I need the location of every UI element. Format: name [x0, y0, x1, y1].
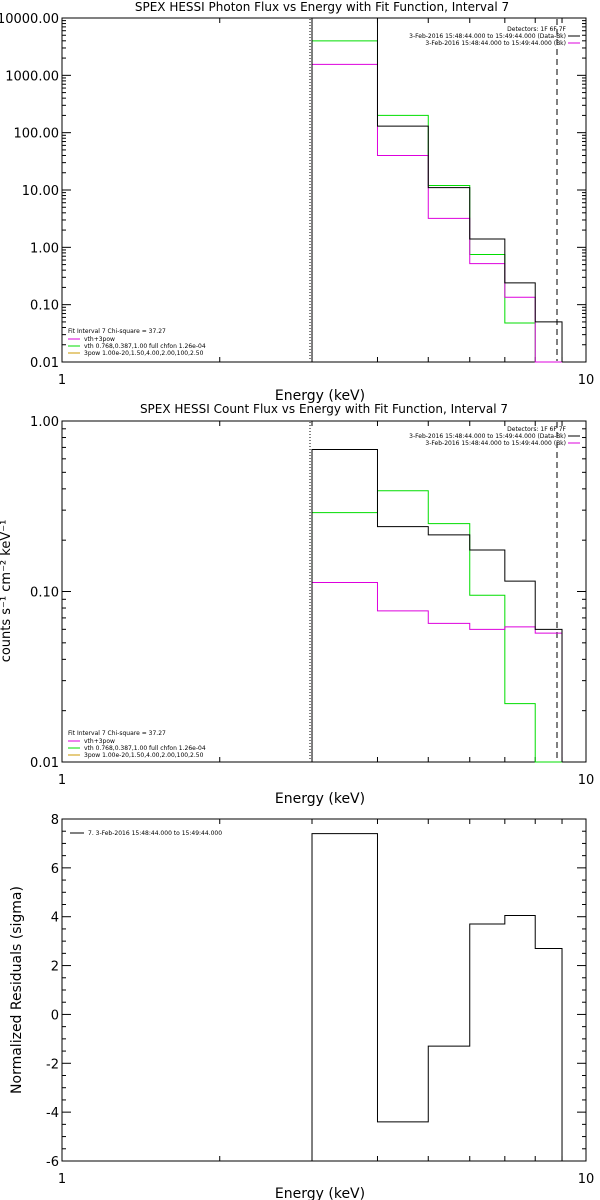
count-y-tick-label: 0.10 — [30, 586, 59, 601]
photon-y-axis: 10000.00 1000.00 100.00 10.00 1.00 0.10 0.01 — [0, 12, 586, 371]
count-legend-bottom-left: Fit Interval 7 Chi-square = 37.27 vth+3p… — [68, 730, 206, 759]
residuals-series-group — [311, 833, 563, 1161]
count-legend-bk: 3-Feb-2016 15:48:44.000 to 15:49:44.000 … — [425, 440, 566, 447]
count-series-group — [311, 449, 563, 763]
count-plot-frame — [61, 420, 587, 763]
residuals-x-axis-label: Energy (keV) — [275, 1186, 365, 1200]
count-series-black-line — [311, 449, 563, 762]
count-chart-title: SPEX HESSI Count Flux vs Energy with Fit… — [140, 402, 508, 416]
count-y-axis: 1.00 0.10 0.01 — [30, 415, 586, 771]
photon-legend-fit-interval: Fit Interval 7 Chi-square = 37.27 — [68, 328, 166, 335]
residuals-plot-frame — [61, 818, 587, 1162]
photon-y-tick-label: 10000.00 — [0, 12, 59, 27]
photon-series-green-line — [311, 40, 563, 363]
photon-series-magenta-line — [311, 63, 563, 363]
residuals-y-tick-label: 6 — [51, 862, 59, 877]
residuals-x-tick-label: 1 — [58, 1172, 66, 1187]
photon-x-tick-label: 1 — [58, 373, 66, 388]
photon-legend-data-bk: 3-Feb-2016 15:48:44.000 to 15:49:44.000 … — [409, 33, 566, 40]
count-legend-detectors: Detectors: 1F 6F 7F — [507, 426, 566, 433]
residuals-legend-label: 7. 3-Feb-2016 15:48:44.000 to 15:49:44.0… — [88, 830, 222, 837]
photon-legend-detectors: Detectors: 1F 6F 7F — [507, 26, 566, 33]
residuals-y-tick-label: -6 — [46, 1155, 59, 1170]
photon-y-tick-label: 0.10 — [30, 299, 59, 314]
photon-y-tick-label: 100.00 — [14, 127, 60, 142]
photon-x-axis: 1 10 — [58, 18, 594, 388]
count-series-green-line — [311, 490, 563, 763]
photon-y-tick-label: 1.00 — [30, 241, 59, 256]
residuals-y-tick-label: -4 — [46, 1106, 59, 1121]
residuals-y-axis: 8 6 4 2 0 -2 -4 -6 — [46, 813, 586, 1170]
photon-legend-bottom-left: Fit Interval 7 Chi-square = 37.27 vth+3p… — [68, 328, 206, 357]
count-flux-panel: SPEX HESSI Count Flux vs Energy with Fit… — [0, 402, 594, 807]
residuals-y-tick-label: 4 — [51, 911, 59, 926]
residuals-y-tick-label: 8 — [51, 813, 59, 828]
photon-x-axis-label: Energy (keV) — [275, 388, 365, 404]
count-legend-3pow: 3pow 1.00e-20,1.50,4.00,2.00,100,2.50 — [84, 752, 204, 759]
count-legend-data-bk: 3-Feb-2016 15:48:44.000 to 15:49:44.000 … — [409, 433, 566, 440]
photon-legend-model: vth+3pow — [84, 336, 115, 343]
photon-flux-panel: SPEX HESSI Photon Flux vs Energy with Fi… — [0, 0, 594, 404]
photon-y-tick-label: 1000.00 — [5, 69, 59, 84]
photon-series-black-line — [311, 17, 563, 362]
residuals-legend: 7. 3-Feb-2016 15:48:44.000 to 15:49:44.0… — [70, 830, 222, 837]
count-y-axis-label: counts s⁻¹ cm⁻² keV⁻¹ — [0, 520, 14, 663]
photon-legend-bk: 3-Feb-2016 15:48:44.000 to 15:49:44.000 … — [425, 40, 566, 47]
photon-y-tick-label: 10.00 — [22, 184, 59, 199]
residuals-x-axis: 1 10 — [58, 819, 594, 1187]
photon-legend-top-right: Detectors: 1F 6F 7F 3-Feb-2016 15:48:44.… — [409, 26, 580, 47]
photon-y-tick-label: 0.01 — [30, 356, 59, 371]
residuals-y-tick-label: -2 — [46, 1057, 59, 1072]
count-x-tick-label: 10 — [578, 773, 595, 788]
count-y-tick-label: 1.00 — [30, 415, 59, 430]
photon-chart-title: SPEX HESSI Photon Flux vs Energy with Fi… — [135, 0, 509, 14]
count-x-axis-label: Energy (keV) — [275, 791, 365, 807]
count-legend-fit-interval: Fit Interval 7 Chi-square = 37.27 — [68, 730, 166, 737]
count-legend-vth: vth 0.768,0.387,1.00 full chfon 1.26e-04 — [84, 745, 206, 752]
residuals-panel: 8 6 4 2 0 -2 -4 -6 1 10 Energy (keV) Normalized… — [9, 813, 594, 1200]
residuals-y-tick-label: 2 — [51, 960, 59, 975]
residuals-x-tick-label: 10 — [578, 1172, 595, 1187]
photon-series-group — [311, 17, 563, 363]
count-legend-model: vth+3pow — [84, 738, 115, 745]
residuals-series-black-line — [311, 833, 563, 1161]
count-series-magenta-line — [311, 581, 563, 762]
photon-legend-3pow: 3pow 1.00e-20,1.50,4.00,2.00,100,2.50 — [84, 350, 204, 357]
count-x-axis: 1 10 — [58, 421, 594, 788]
residuals-y-tick-label: 0 — [51, 1008, 59, 1023]
count-y-tick-label: 0.01 — [30, 756, 59, 771]
photon-x-tick-label: 10 — [578, 373, 595, 388]
photon-plot-frame — [61, 17, 587, 363]
count-legend-top-right: Detectors: 1F 6F 7F 3-Feb-2016 15:48:44.… — [409, 426, 580, 447]
photon-legend-vth: vth 0.768,0.387,1.00 full chfon 1.26e-04 — [84, 343, 206, 350]
residuals-y-axis-label: Normalized Residuals (sigma) — [9, 886, 25, 1094]
count-x-tick-label: 1 — [58, 773, 66, 788]
